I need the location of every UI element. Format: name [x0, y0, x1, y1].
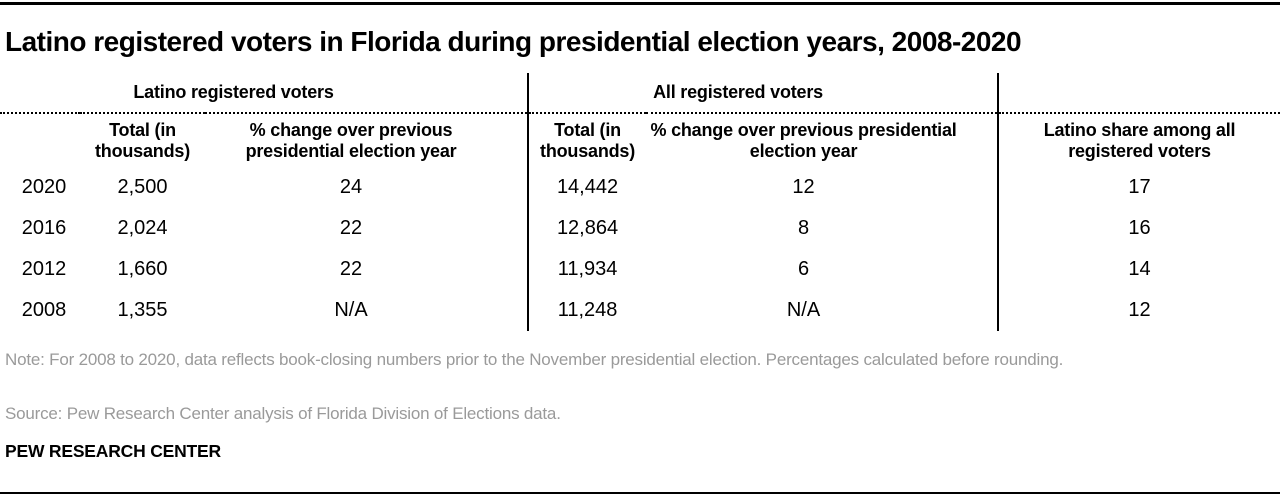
cell-latino-share: 14: [997, 249, 1280, 290]
cell-latino-share: 17: [997, 167, 1280, 208]
table-row-2020: 2020 2,500 24 14,442 12 17: [0, 167, 1280, 208]
cell-latino-total: 1,660: [117, 258, 168, 280]
column-header-year: [0, 113, 80, 167]
source-text: Source: Pew Research Center analysis of …: [5, 404, 561, 423]
cell-all-change: N/A: [786, 299, 821, 321]
note-text: Note: For 2008 to 2020, data reflects bo…: [5, 350, 1064, 369]
cell-all-change: 6: [797, 258, 810, 280]
bottom-rule: [0, 492, 1280, 494]
column-header-all-total: Total (in thousands): [527, 113, 647, 167]
cell-all-total: 12,864: [527, 208, 647, 249]
group-header-all: All registered voters: [527, 73, 999, 114]
table-row-2016: 2016 2,024 22 12,864 8 16: [0, 208, 1280, 249]
brand-label: PEW RESEARCH CENTER: [5, 441, 221, 461]
cell-latino-total: 1,355: [117, 299, 168, 321]
cell-all-total: 11,934: [527, 249, 647, 290]
cell-latino-total: 2,024: [117, 217, 168, 239]
page-title: Latino registered voters in Florida duri…: [5, 26, 1022, 57]
table-row-2008: 2008 1,355 N/A 11,248 N/A 12: [0, 290, 1280, 331]
cell-year: 2016: [21, 217, 67, 239]
cell-year: 2020: [21, 176, 67, 198]
group-header-row: Latino registered voters All registered …: [0, 73, 1280, 114]
group-header-latino: Latino registered voters: [0, 73, 529, 114]
cell-all-total: 11,248: [527, 290, 647, 331]
cell-year: 2012: [21, 258, 67, 280]
column-header-latino-total: Total (in thousands): [95, 119, 190, 161]
data-table: Latino registered voters All registered …: [0, 73, 1280, 331]
cell-latino-total: 2,500: [117, 176, 168, 198]
cell-year: 2008: [21, 299, 67, 321]
cell-latino-share: 16: [997, 208, 1280, 249]
cell-all-total: 14,442: [527, 167, 647, 208]
cell-latino-change: N/A: [334, 299, 368, 321]
cell-latino-change: 22: [339, 217, 363, 239]
group-header-share-spacer: [997, 73, 1280, 114]
cell-latino-change: 24: [339, 176, 363, 198]
column-header-all-change: % change over previous presidential elec…: [650, 119, 957, 161]
cell-all-change: 8: [797, 217, 810, 239]
cell-all-change: 12: [792, 176, 815, 198]
column-header-row: Total (in thousands) % change over previ…: [0, 113, 1280, 167]
top-rule: [0, 2, 1280, 5]
column-header-latino-change: % change over previous presidential elec…: [245, 119, 457, 161]
table-row-2012: 2012 1,660 22 11,934 6 14: [0, 249, 1280, 290]
column-header-latino-share: Latino share among all registered voters: [997, 113, 1280, 167]
cell-latino-share: 12: [997, 290, 1280, 331]
cell-latino-change: 22: [339, 258, 363, 280]
